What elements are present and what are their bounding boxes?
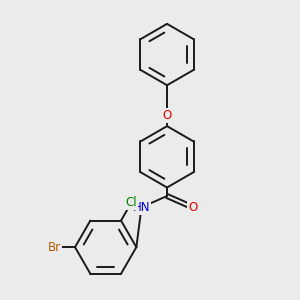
Text: O: O xyxy=(188,201,197,214)
Text: HN: HN xyxy=(133,201,150,214)
Text: Br: Br xyxy=(48,241,61,254)
Text: O: O xyxy=(162,110,172,122)
Text: Cl: Cl xyxy=(125,196,137,209)
